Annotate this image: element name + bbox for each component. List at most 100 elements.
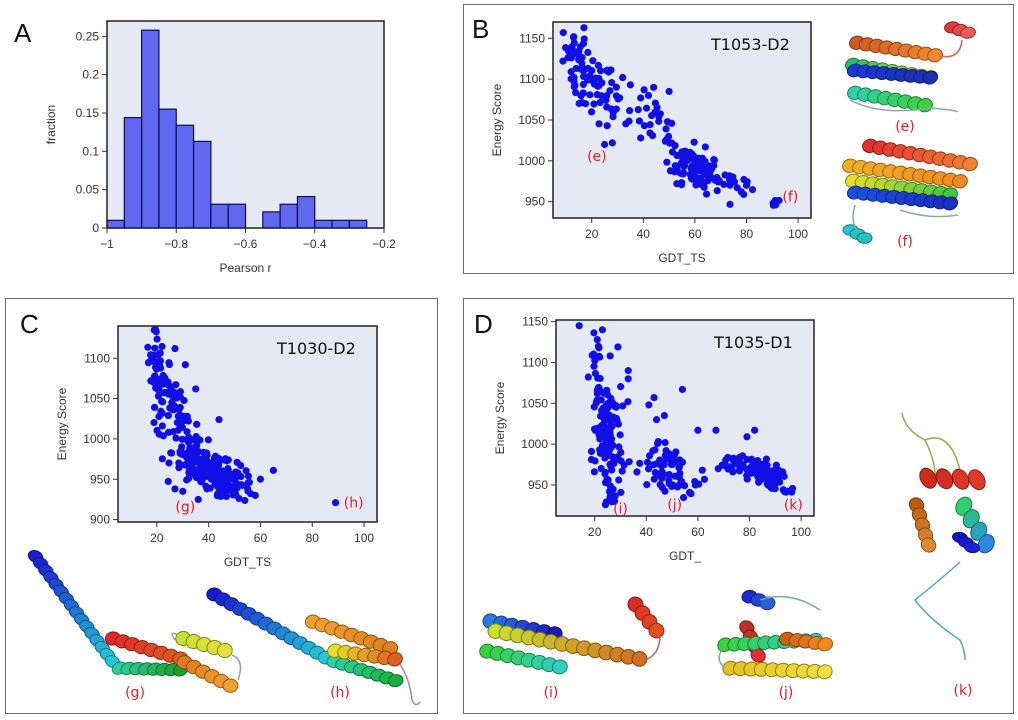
data-point — [673, 151, 681, 160]
coil-loop — [644, 634, 661, 661]
y-tick-label: 0.25 — [76, 29, 100, 43]
data-point — [154, 351, 162, 359]
data-point — [586, 91, 594, 99]
helix-turn — [750, 647, 766, 663]
helix-turn — [856, 232, 873, 244]
data-point — [584, 48, 592, 57]
data-point — [242, 467, 250, 475]
histogram-bar — [314, 219, 333, 229]
data-point — [155, 430, 163, 438]
data-point — [584, 373, 592, 381]
data-point — [665, 87, 673, 96]
data-point — [587, 447, 596, 456]
data-point — [589, 57, 597, 65]
structure-label: (k) — [953, 683, 972, 699]
data-point — [661, 438, 669, 447]
data-point — [607, 460, 616, 468]
data-point — [675, 473, 683, 481]
data-point — [698, 466, 706, 474]
helix-turn — [968, 469, 986, 491]
x-axis-label: Pearson r — [219, 261, 271, 275]
x-tick-label: −0.8 — [164, 237, 188, 251]
y-tick-label: 1150 — [519, 31, 545, 45]
histogram-bar — [175, 124, 195, 229]
x-tick-label: −0.4 — [303, 237, 327, 251]
data-point — [655, 117, 663, 125]
data-point — [578, 59, 586, 67]
data-point — [626, 107, 634, 115]
data-point — [187, 436, 196, 444]
y-tick-label: 1050 — [521, 396, 548, 410]
structure-label: (g) — [125, 685, 145, 701]
data-point — [656, 456, 664, 464]
data-point — [656, 480, 664, 489]
y-tick-label: 1000 — [518, 154, 545, 168]
data-point — [615, 476, 623, 484]
panel-label-b: B — [472, 14, 490, 44]
helix-turn — [920, 537, 937, 553]
data-point — [173, 419, 181, 427]
data-point — [664, 455, 672, 463]
data-point — [670, 451, 678, 459]
data-point — [700, 183, 708, 191]
data-point — [661, 137, 669, 145]
structure-label: (i) — [544, 685, 559, 701]
data-point — [603, 391, 612, 399]
data-point — [201, 451, 209, 460]
data-point — [172, 434, 180, 442]
data-point — [668, 139, 676, 147]
data-point — [691, 481, 699, 489]
histogram-bar — [348, 219, 368, 229]
data-point — [608, 401, 616, 409]
structure-label: (h) — [330, 685, 350, 701]
coil-loop — [171, 632, 242, 681]
y-tick-label: 1100 — [522, 355, 548, 369]
data-point — [587, 455, 596, 464]
data-point — [616, 431, 624, 439]
data-point — [643, 481, 651, 489]
data-point — [214, 461, 223, 469]
data-point — [158, 342, 166, 351]
data-point — [575, 322, 583, 330]
histogram-bar — [158, 108, 177, 229]
structure-label: (f) — [897, 234, 913, 250]
data-point — [561, 43, 570, 52]
histogram-bar — [262, 211, 281, 229]
data-point — [194, 495, 202, 504]
data-point — [738, 452, 747, 460]
data-point — [671, 162, 679, 170]
point-annotation: (g) — [175, 500, 195, 516]
data-point — [169, 428, 177, 436]
data-point — [207, 475, 215, 483]
histogram-bar — [192, 140, 212, 229]
data-point — [179, 450, 187, 458]
data-point — [190, 444, 198, 452]
plot-title: T1035-D1 — [713, 333, 793, 352]
structure-k: (k) — [901, 412, 995, 699]
data-point — [164, 477, 172, 486]
data-point — [590, 403, 598, 411]
helix-turn — [387, 652, 403, 667]
data-point — [150, 326, 158, 334]
data-point — [679, 493, 688, 502]
data-point — [642, 104, 651, 112]
data-point — [769, 201, 777, 209]
panel-label-c: C — [20, 309, 39, 339]
data-point — [694, 426, 702, 434]
data-point — [597, 92, 606, 100]
histogram-bar — [210, 203, 229, 229]
histogram-bar — [279, 203, 299, 229]
data-point — [251, 491, 259, 499]
data-point — [721, 171, 729, 179]
data-point — [158, 422, 166, 430]
data-point — [587, 108, 596, 116]
data-point — [690, 153, 699, 161]
data-point — [764, 469, 773, 478]
data-point — [743, 471, 751, 480]
data-point — [658, 474, 666, 482]
data-point — [171, 485, 179, 493]
data-point — [331, 499, 340, 507]
data-point — [656, 110, 664, 118]
data-point — [150, 403, 159, 411]
helix-turn — [216, 642, 233, 659]
